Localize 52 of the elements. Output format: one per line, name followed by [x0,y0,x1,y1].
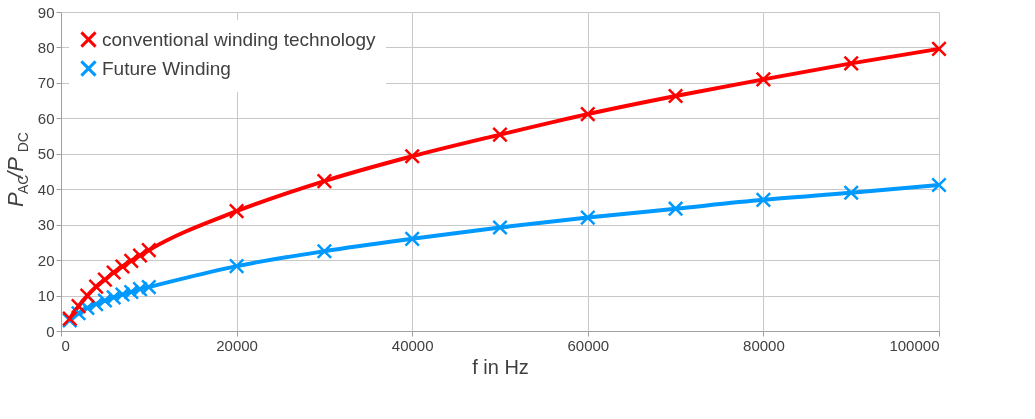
x-axis-title: f in Hz [472,355,529,378]
point [123,252,140,269]
y-tick-label: 40 [37,180,55,198]
y-tick-label: 30 [37,216,55,234]
y-tick-label: 50 [37,145,55,163]
point [667,88,684,104]
point [404,148,421,165]
legend-label: Future Winding [102,57,231,79]
x-tick-label: 100000 [889,336,940,354]
y-tick-label: 20 [37,251,55,269]
y-tick-label: 90 [37,3,55,21]
point [88,278,105,295]
point [667,200,684,217]
point [579,209,596,226]
point [931,177,947,193]
point [228,203,245,220]
y-tick-label: 60 [37,109,55,127]
point [228,258,245,275]
y-tick-label: 70 [37,74,55,92]
y-tick-label: 80 [37,38,55,56]
x-tick-label: 60000 [567,336,610,354]
point [70,298,87,315]
point [114,258,131,275]
point [114,286,131,303]
point [843,55,860,72]
y-axis-title: PAC/PDC [3,132,31,207]
point [755,71,772,88]
point [404,230,421,247]
point [96,271,113,288]
point [140,279,157,296]
point [140,242,157,259]
point [123,284,140,300]
point [316,173,333,190]
x-tick-label: 20000 [216,336,258,354]
point [105,289,122,306]
point [132,281,148,298]
point [316,243,333,260]
point [132,247,148,264]
x-tick-label: 0 [61,336,70,354]
point [755,191,772,208]
point [96,292,113,309]
point [931,40,947,57]
legend-label: conventional winding technology [102,28,377,50]
x-tick-label: 80000 [743,336,785,354]
point [492,219,508,236]
point [105,264,122,281]
y-tick-label: 0 [46,322,55,340]
x-tick-label: 40000 [391,336,434,354]
point [843,184,860,201]
y-tick-label: 10 [37,287,55,305]
point [579,106,596,123]
point [492,126,508,143]
